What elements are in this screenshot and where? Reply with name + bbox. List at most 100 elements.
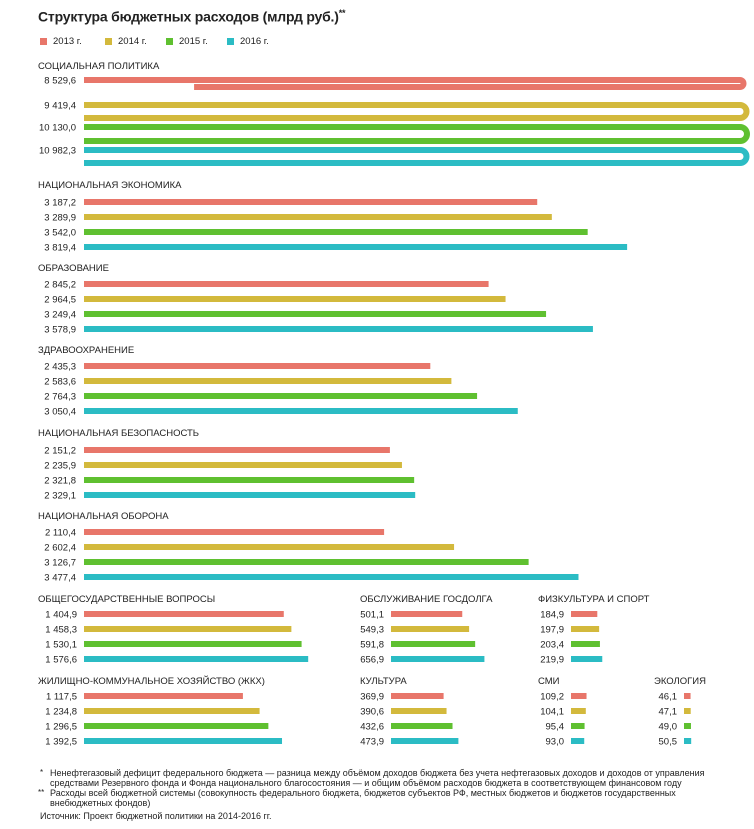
group-title-5: НАЦИОНАЛЬНАЯ БЕЗОПАСНОСТЬ [38,428,199,439]
value-label: 10 130,0 [39,123,76,134]
value-label: 549,3 [360,625,384,636]
group-title-1: СОЦИАЛЬНАЯ ПОЛИТИКА [38,61,160,72]
legend-item-1: 2013 г. [40,36,82,47]
value-label: 104,1 [540,707,564,718]
legend-item-4: 2016 г. [227,36,269,47]
group-title-4: ЗДРАВООХРАНЕНИЕ [38,345,134,356]
chart-title: Структура бюджетных расходов (млрд руб.)… [38,8,346,25]
legend-label-4: 2016 г. [240,36,269,47]
bar [84,393,478,399]
value-label: 1 296,5 [45,722,77,733]
bar [84,544,455,550]
value-label: 184,9 [540,610,564,621]
bar [571,611,598,617]
value-label: 2 583,6 [44,377,76,388]
bar [84,447,390,453]
footnote-1-text: Ненефтегазовый дефицит федерального бюдж… [50,768,705,788]
value-label: 1 392,5 [45,737,77,748]
value-label: 47,1 [659,707,678,718]
group-title-10: ЖИЛИЩНО-КОММУНАЛЬНОЕ ХОЗЯЙСТВО (ЖКХ) [38,675,265,687]
value-label: 2 321,8 [44,476,76,487]
value-label: 3 578,9 [44,325,76,336]
bar-wrapped [84,124,750,144]
bar [571,693,587,699]
value-label: 203,4 [540,640,564,651]
bar [391,641,476,647]
value-label: 3 050,4 [44,407,76,418]
group-title-9: ФИЗКУЛЬТУРА И СПОРТ [538,594,650,605]
bar [571,626,600,632]
value-label: 109,2 [540,692,564,703]
value-label: 501,1 [360,610,384,621]
value-label: 46,1 [659,692,678,703]
bar [391,626,470,632]
bar [84,559,529,565]
value-label: 3 187,2 [44,198,76,209]
bar [391,723,453,729]
bar [391,693,444,699]
group-title-8: ОБСЛУЖИВАНИЕ ГОСДОЛГА [360,594,493,605]
bar [84,529,385,535]
bar [571,738,585,744]
group-title-13: ЭКОЛОГИЯ [654,676,706,687]
value-label: 369,9 [360,692,384,703]
legend-label-3: 2015 г. [179,36,208,47]
value-label: 3 819,4 [44,243,76,254]
value-label: 1 404,9 [45,610,77,621]
value-label: 656,9 [360,655,384,666]
value-label: 2 110,4 [45,528,76,539]
bar [84,378,452,384]
legend-label-2: 2014 г. [118,36,147,47]
value-label: 432,6 [360,722,384,733]
bar [391,611,463,617]
value-label: 2 151,2 [44,446,76,457]
bar-wrapped [84,147,750,166]
bar [84,199,538,205]
bar [84,611,284,617]
legend-label-1: 2013 г. [53,36,82,47]
value-label: 93,0 [546,737,565,748]
bar [391,708,447,714]
value-label: 3 249,4 [44,310,76,321]
legend-swatch-4 [227,38,234,45]
value-label: 1 117,5 [46,692,77,703]
bar [571,708,586,714]
bar [571,656,603,662]
bar [84,693,243,699]
value-label: 390,6 [360,707,384,718]
bar [84,723,269,729]
bar [84,641,302,647]
value-label: 3 542,0 [44,228,76,239]
bar [84,462,402,468]
value-label: 8 529,6 [44,76,76,87]
value-label: 49,0 [659,722,678,733]
bar [571,723,585,729]
bar [84,296,506,302]
group-title-6: НАЦИОНАЛЬНАЯ ОБОРОНА [38,511,169,522]
value-label: 2 329,1 [44,491,76,502]
bar [84,626,292,632]
bar [84,244,628,250]
value-label: 591,8 [360,640,384,651]
group-title-7: ОБЩЕГОСУДАРСТВЕННЫЕ ВОПРОСЫ [38,594,215,605]
bar [684,723,691,729]
legend-swatch-3 [166,38,173,45]
legend-item-3: 2015 г. [166,36,208,47]
value-label: 2 964,5 [44,295,76,306]
bar [84,708,260,714]
bar [84,492,416,498]
value-label: 1 576,6 [45,655,77,666]
bar [84,574,579,580]
value-label: 2 235,9 [44,461,76,472]
value-label: 3 477,4 [44,573,76,584]
bar [391,738,459,744]
group-title-12: СМИ [538,676,560,687]
bar [84,363,431,369]
bar [684,693,691,699]
value-label: 3 289,9 [44,213,76,224]
value-label: 1 530,1 [45,640,77,651]
value-label: 3 126,7 [44,558,76,569]
value-label: 9 419,4 [44,101,76,112]
bar [84,408,518,414]
bar-wrapped [84,77,747,90]
